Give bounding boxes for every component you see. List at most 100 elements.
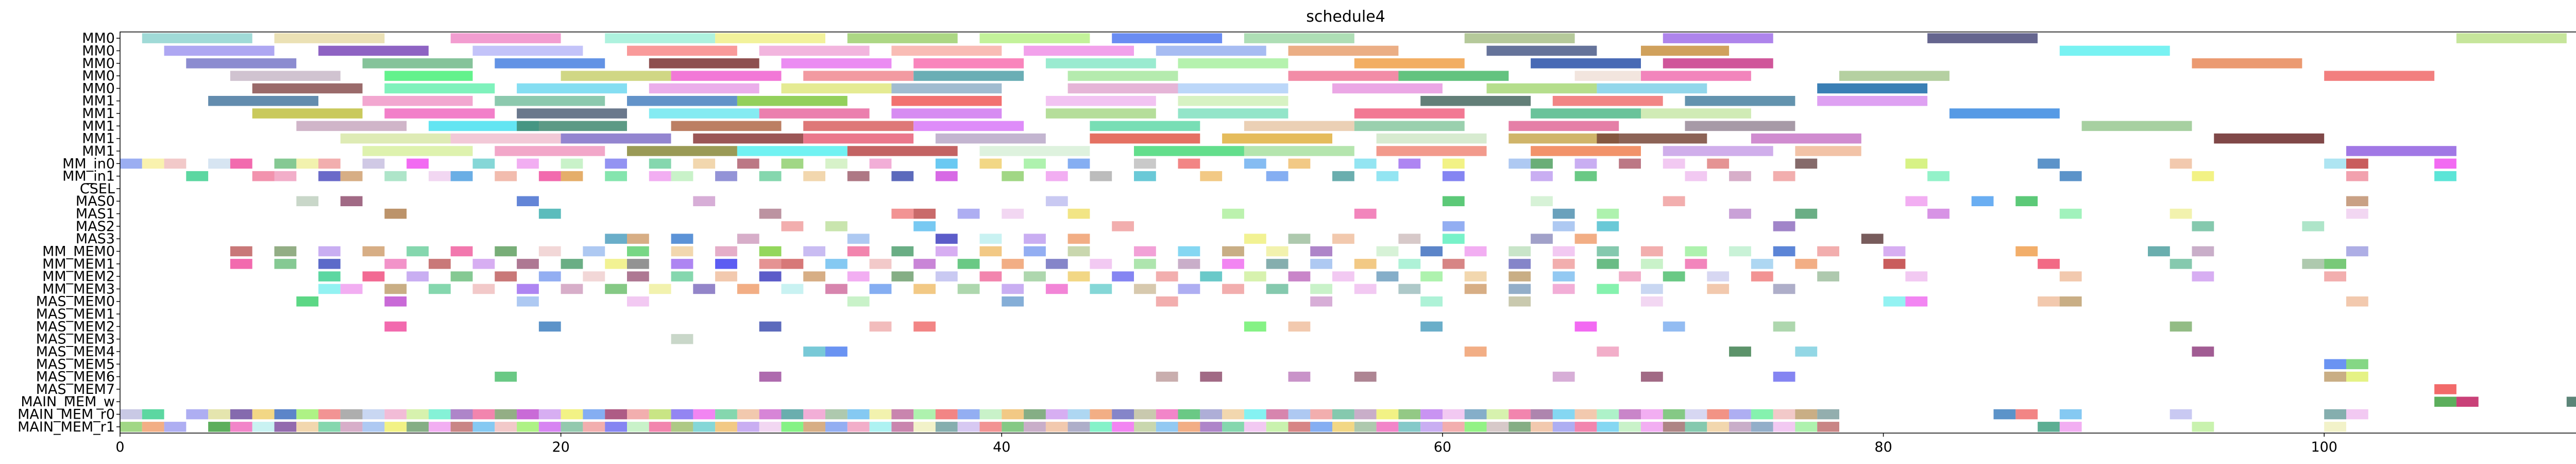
task-bar — [1663, 146, 1773, 156]
task-bar — [913, 221, 936, 231]
task-bar — [1707, 284, 1730, 294]
task-bar — [362, 96, 473, 106]
task-bar — [671, 121, 782, 131]
task-bar — [1376, 133, 1487, 144]
task-bar — [186, 409, 209, 420]
task-bar — [495, 371, 517, 382]
task-bar — [1685, 96, 1795, 106]
task-bar — [495, 96, 605, 106]
task-bar — [1332, 422, 1354, 432]
task-bar — [671, 271, 693, 281]
task-bar — [2192, 171, 2214, 181]
task-bar — [869, 409, 892, 420]
row-label: MM0 — [82, 30, 115, 46]
task-bar — [1024, 45, 1134, 56]
task-bar — [1442, 422, 1465, 432]
task-bar — [825, 409, 848, 420]
task-bar — [781, 221, 804, 231]
task-bar — [1045, 409, 1068, 420]
task-bar — [362, 246, 385, 257]
task-bar — [1927, 33, 2038, 43]
task-bar — [1707, 409, 1730, 420]
task-bar — [1376, 409, 1399, 420]
task-bar — [1905, 158, 1928, 169]
task-bar — [1729, 246, 1751, 257]
task-bar — [935, 133, 1046, 144]
task-bar — [1310, 259, 1332, 269]
task-bar — [1045, 284, 1068, 294]
task-bar — [957, 422, 980, 432]
task-bar — [296, 158, 319, 169]
task-bar — [318, 271, 341, 281]
task-bar — [759, 371, 782, 382]
task-bar — [1905, 271, 1928, 281]
task-bar — [1552, 284, 1575, 294]
task-bar — [1200, 171, 1223, 181]
task-bar — [1464, 271, 1487, 281]
task-bar — [1288, 234, 1311, 244]
task-bar — [605, 33, 716, 43]
task-bar — [1067, 271, 1090, 281]
task-bar — [627, 259, 649, 269]
task-bar — [869, 284, 892, 294]
task-bar — [1067, 208, 1090, 219]
task-bar — [2324, 271, 2346, 281]
task-bar — [847, 234, 870, 244]
task-bar — [2170, 259, 2192, 269]
task-bar — [472, 284, 495, 294]
task-bar — [891, 45, 1002, 56]
task-bar — [340, 171, 363, 181]
row-label: MM_in0 — [62, 156, 115, 172]
task-bar — [1773, 409, 1795, 420]
task-bar — [384, 171, 407, 181]
task-bar — [2192, 346, 2214, 357]
task-bar — [1002, 208, 1024, 219]
task-bar — [1552, 246, 1575, 257]
task-bar — [1090, 422, 1112, 432]
task-bar — [1552, 271, 1575, 281]
task-bar — [1266, 284, 1289, 294]
task-bar — [1332, 409, 1354, 420]
task-bar — [450, 33, 561, 43]
task-bar — [296, 422, 319, 432]
task-bar — [1420, 321, 1443, 332]
task-bar — [891, 422, 914, 432]
task-bar — [1597, 284, 1619, 294]
task-bar — [2038, 296, 2060, 307]
task-bar — [1067, 422, 1090, 432]
task-bar — [274, 171, 297, 181]
task-bar — [649, 58, 759, 69]
task-bar — [1288, 158, 1311, 169]
task-bar — [825, 259, 848, 269]
task-bar — [1376, 171, 1399, 181]
task-bar — [1531, 422, 1553, 432]
task-bar — [935, 158, 958, 169]
task-bar — [1002, 171, 1024, 181]
task-bar — [935, 234, 958, 244]
task-bar — [1442, 221, 1465, 231]
task-bar — [1552, 409, 1575, 420]
task-bar — [715, 171, 737, 181]
task-bar — [935, 271, 958, 281]
row-label: MM_MEM1 — [42, 256, 115, 272]
task-bar — [274, 422, 297, 432]
task-bar — [1817, 409, 1839, 420]
task-bar — [450, 271, 473, 281]
task-bar — [2346, 409, 2368, 420]
task-bar — [561, 422, 583, 432]
task-bar — [1641, 71, 1751, 81]
task-bar — [472, 409, 495, 420]
task-bar — [979, 271, 1002, 281]
task-bar — [1861, 234, 1884, 244]
task-bar — [1045, 58, 1156, 69]
task-bar — [1288, 409, 1311, 420]
task-bar — [1178, 158, 1200, 169]
task-bar — [1090, 259, 1112, 269]
task-bar — [1685, 409, 1707, 420]
task-bar — [472, 422, 495, 432]
task-bar — [1398, 234, 1421, 244]
task-bar — [429, 171, 451, 181]
task-bar — [649, 409, 671, 420]
task-bar — [1112, 409, 1134, 420]
task-bar — [450, 409, 473, 420]
